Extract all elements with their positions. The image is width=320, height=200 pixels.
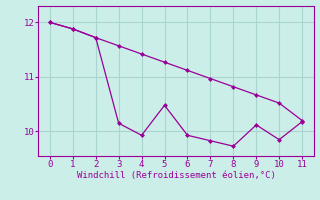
X-axis label: Windchill (Refroidissement éolien,°C): Windchill (Refroidissement éolien,°C) bbox=[76, 171, 276, 180]
